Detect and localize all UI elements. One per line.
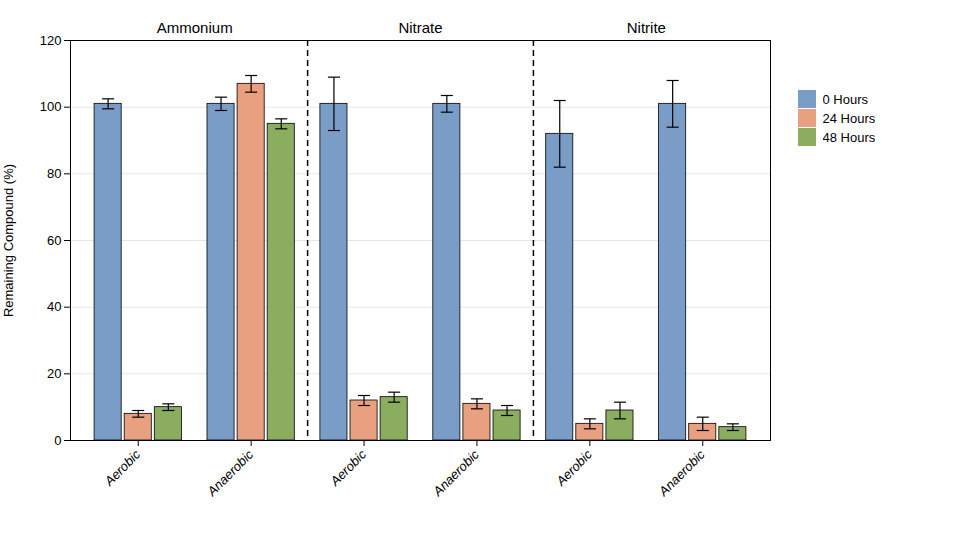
svg-text:0: 0	[54, 433, 61, 448]
svg-text:Nitrate: Nitrate	[398, 19, 442, 36]
html-text:48 Hours: 48 Hours	[822, 129, 876, 145]
svg-text:Aerobic: Aerobic	[552, 446, 595, 489]
html-text:24 Hours: 24 Hours	[822, 110, 876, 126]
svg-text:Anaerobic: Anaerobic	[655, 446, 708, 499]
svg-text:120: 120	[40, 33, 62, 48]
svg-text:Ammonium: Ammonium	[157, 19, 233, 36]
svg-text:60: 60	[47, 233, 61, 248]
svg-text:100: 100	[40, 99, 62, 114]
svg-text:80: 80	[47, 166, 61, 181]
svg-text:Anaerobic: Anaerobic	[429, 446, 482, 499]
html-text:0 Hours: 0 Hours	[822, 91, 868, 107]
svg-text:20: 20	[47, 366, 61, 381]
svg-text:Anaerobic: Anaerobic	[203, 446, 256, 499]
svg-text:Remaining Compound (%): Remaining Compound (%)	[1, 164, 16, 317]
svg-text:Aerobic: Aerobic	[101, 446, 144, 489]
svg-text:40: 40	[47, 299, 61, 314]
svg-text:Nitrite: Nitrite	[627, 19, 666, 36]
svg-text:Aerobic: Aerobic	[327, 446, 370, 489]
